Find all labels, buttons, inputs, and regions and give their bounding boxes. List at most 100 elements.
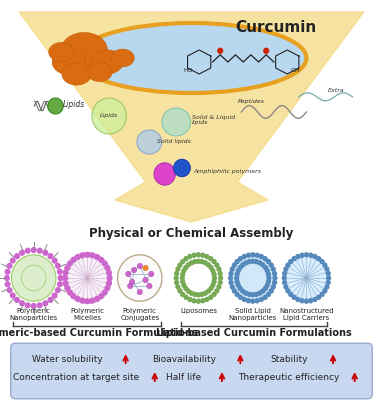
Text: Stability: Stability	[270, 356, 308, 364]
Circle shape	[25, 248, 30, 253]
Circle shape	[254, 292, 258, 296]
Ellipse shape	[52, 49, 86, 75]
Circle shape	[184, 266, 188, 270]
Circle shape	[232, 289, 236, 293]
Circle shape	[107, 281, 111, 286]
Ellipse shape	[137, 130, 162, 154]
Circle shape	[230, 267, 234, 271]
Circle shape	[292, 257, 296, 261]
Circle shape	[143, 277, 148, 283]
Circle shape	[102, 261, 107, 266]
Circle shape	[143, 265, 148, 271]
Text: Half life: Half life	[166, 374, 201, 382]
Circle shape	[247, 253, 250, 257]
Circle shape	[107, 276, 112, 280]
Circle shape	[289, 260, 293, 264]
Circle shape	[25, 303, 30, 308]
Text: Extra: Extra	[328, 88, 345, 93]
Circle shape	[265, 269, 269, 273]
Circle shape	[273, 272, 277, 276]
Circle shape	[282, 276, 286, 280]
Circle shape	[267, 272, 270, 276]
Circle shape	[267, 292, 270, 296]
Circle shape	[38, 303, 42, 308]
Circle shape	[174, 276, 178, 280]
Circle shape	[173, 159, 190, 177]
Circle shape	[317, 295, 321, 299]
Circle shape	[129, 279, 135, 285]
Circle shape	[325, 267, 329, 271]
Circle shape	[284, 255, 329, 301]
Circle shape	[5, 276, 9, 280]
Circle shape	[187, 289, 190, 293]
Circle shape	[105, 286, 110, 290]
Circle shape	[209, 295, 213, 299]
Ellipse shape	[61, 32, 107, 68]
Circle shape	[56, 264, 60, 268]
Circle shape	[238, 266, 242, 270]
Text: Bioavailability: Bioavailability	[152, 356, 216, 364]
Circle shape	[229, 272, 233, 276]
Circle shape	[196, 299, 200, 303]
Circle shape	[176, 255, 221, 301]
Circle shape	[236, 269, 240, 273]
Circle shape	[80, 298, 85, 303]
Circle shape	[264, 286, 267, 290]
Circle shape	[184, 257, 188, 261]
Circle shape	[203, 261, 207, 265]
Circle shape	[239, 257, 242, 261]
Circle shape	[149, 271, 154, 277]
Circle shape	[205, 254, 209, 258]
Ellipse shape	[162, 108, 191, 136]
Circle shape	[118, 255, 162, 301]
Circle shape	[235, 280, 239, 284]
Circle shape	[267, 280, 270, 284]
Circle shape	[196, 253, 200, 257]
Circle shape	[200, 292, 204, 296]
Circle shape	[182, 283, 186, 287]
Circle shape	[15, 254, 19, 258]
Circle shape	[272, 267, 275, 271]
Circle shape	[215, 263, 219, 267]
Circle shape	[31, 304, 36, 308]
Circle shape	[190, 291, 193, 295]
Circle shape	[137, 263, 142, 269]
Circle shape	[95, 255, 99, 260]
Circle shape	[272, 285, 275, 289]
Circle shape	[286, 289, 290, 293]
Circle shape	[192, 253, 196, 257]
Circle shape	[215, 289, 219, 293]
Circle shape	[201, 299, 205, 303]
Circle shape	[201, 253, 205, 257]
Circle shape	[219, 276, 223, 280]
Circle shape	[58, 276, 63, 280]
Circle shape	[184, 295, 188, 299]
Circle shape	[217, 267, 221, 271]
Circle shape	[206, 263, 210, 267]
Circle shape	[241, 289, 245, 293]
Circle shape	[176, 267, 180, 271]
Circle shape	[255, 299, 259, 303]
Circle shape	[48, 98, 63, 114]
Circle shape	[43, 301, 47, 306]
Circle shape	[229, 280, 233, 284]
Circle shape	[313, 298, 317, 302]
Text: Solid lipids: Solid lipids	[157, 139, 191, 144]
Circle shape	[283, 272, 286, 276]
Circle shape	[181, 260, 185, 264]
Text: Solid & Liquid
lipids: Solid & Liquid lipids	[192, 115, 235, 125]
Text: Amphiphilic polymers: Amphiphilic polymers	[193, 169, 262, 174]
Text: OH: OH	[291, 68, 301, 73]
Circle shape	[263, 257, 267, 261]
Circle shape	[212, 260, 216, 264]
Circle shape	[175, 280, 178, 284]
Circle shape	[273, 276, 277, 280]
Circle shape	[317, 257, 321, 261]
Circle shape	[229, 276, 232, 280]
Circle shape	[178, 289, 182, 293]
Text: Lipid-based Curcumin Formulations: Lipid-based Curcumin Formulations	[156, 328, 352, 338]
Circle shape	[263, 48, 269, 54]
Circle shape	[10, 293, 15, 298]
Circle shape	[320, 292, 324, 296]
Circle shape	[323, 263, 327, 267]
